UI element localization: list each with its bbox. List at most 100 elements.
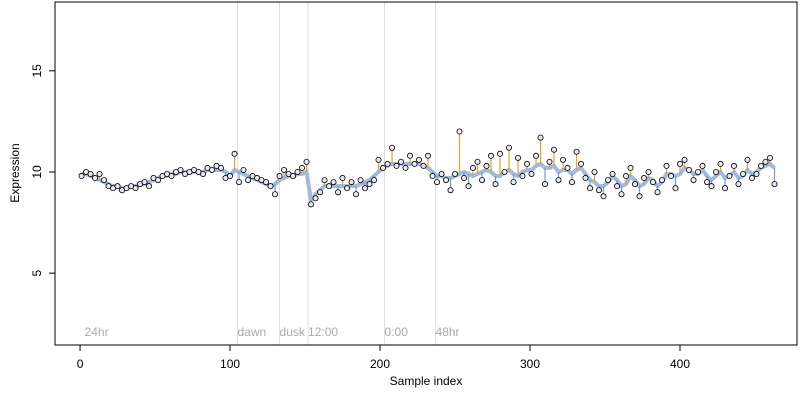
point: [87, 171, 94, 178]
y-tick-label: 10: [30, 165, 44, 179]
point: [686, 166, 693, 173]
point: [663, 162, 670, 169]
point: [362, 185, 369, 192]
point: [231, 150, 238, 157]
point: [758, 162, 765, 169]
point: [276, 173, 283, 180]
point: [200, 171, 207, 178]
point: [519, 173, 526, 180]
point: [645, 168, 652, 175]
point: [722, 185, 729, 192]
point: [731, 162, 738, 169]
point: [461, 175, 468, 182]
point: [312, 195, 319, 202]
point: [767, 154, 774, 161]
point: [717, 160, 724, 167]
point: [753, 171, 760, 178]
point: [564, 164, 571, 171]
point: [132, 185, 139, 192]
point: [290, 173, 297, 180]
point: [578, 160, 585, 167]
point: [510, 179, 517, 186]
point: [587, 185, 594, 192]
point: [227, 173, 234, 180]
point: [402, 164, 409, 171]
point: [537, 134, 544, 141]
point: [317, 189, 324, 196]
annotation: 24hr: [85, 325, 109, 339]
x-tick-label: 400: [670, 357, 690, 371]
point: [623, 173, 630, 180]
point: [240, 166, 247, 173]
point: [245, 177, 252, 184]
point: [92, 175, 99, 182]
point: [353, 191, 360, 198]
point: [483, 162, 490, 169]
point: [515, 154, 522, 161]
point: [614, 183, 621, 190]
point: [681, 156, 688, 163]
point: [641, 175, 648, 182]
point: [735, 181, 742, 188]
point: [636, 193, 643, 200]
point: [479, 177, 486, 184]
point: [659, 177, 666, 184]
point: [704, 179, 711, 186]
point: [263, 179, 270, 186]
point: [339, 175, 346, 182]
plot-frame: [54, 1, 798, 346]
point: [330, 179, 337, 186]
point: [155, 177, 162, 184]
point: [434, 179, 441, 186]
point: [699, 162, 706, 169]
y-tick-label: 5: [30, 270, 44, 277]
point: [470, 164, 477, 171]
point: [771, 181, 778, 188]
point: [398, 158, 405, 165]
point: [555, 177, 562, 184]
point: [429, 173, 436, 180]
point: [101, 177, 108, 184]
point: [573, 148, 580, 155]
point: [618, 191, 625, 198]
point: [407, 152, 414, 159]
point: [533, 152, 540, 159]
point: [528, 171, 535, 178]
annotation: dawn: [238, 325, 267, 339]
point: [348, 179, 355, 186]
point: [542, 181, 549, 188]
point: [411, 160, 418, 167]
point: [546, 158, 553, 165]
point: [609, 171, 616, 178]
point: [551, 146, 558, 153]
point: [299, 164, 306, 171]
annotation: 48hr: [436, 325, 460, 339]
y-axis-label: Expression: [8, 143, 22, 202]
point: [569, 179, 576, 186]
point: [497, 150, 504, 157]
point: [456, 128, 463, 135]
y-tick-label: 15: [30, 64, 44, 78]
point: [236, 179, 243, 186]
point: [560, 156, 567, 163]
x-tick-label: 300: [520, 357, 540, 371]
point: [695, 168, 702, 175]
point: [438, 171, 445, 178]
point: [272, 191, 279, 198]
point: [420, 162, 427, 169]
annotation: dusk: [280, 325, 306, 339]
point: [488, 152, 495, 159]
point: [650, 179, 657, 186]
point: [749, 175, 756, 182]
fit-line: [81, 161, 776, 206]
point: [168, 173, 175, 180]
point: [218, 164, 225, 171]
point: [78, 173, 85, 180]
point: [141, 179, 148, 186]
annotation: 12:00: [308, 325, 338, 339]
point: [690, 177, 697, 184]
point: [308, 201, 315, 208]
point: [146, 183, 153, 190]
point: [627, 164, 634, 171]
